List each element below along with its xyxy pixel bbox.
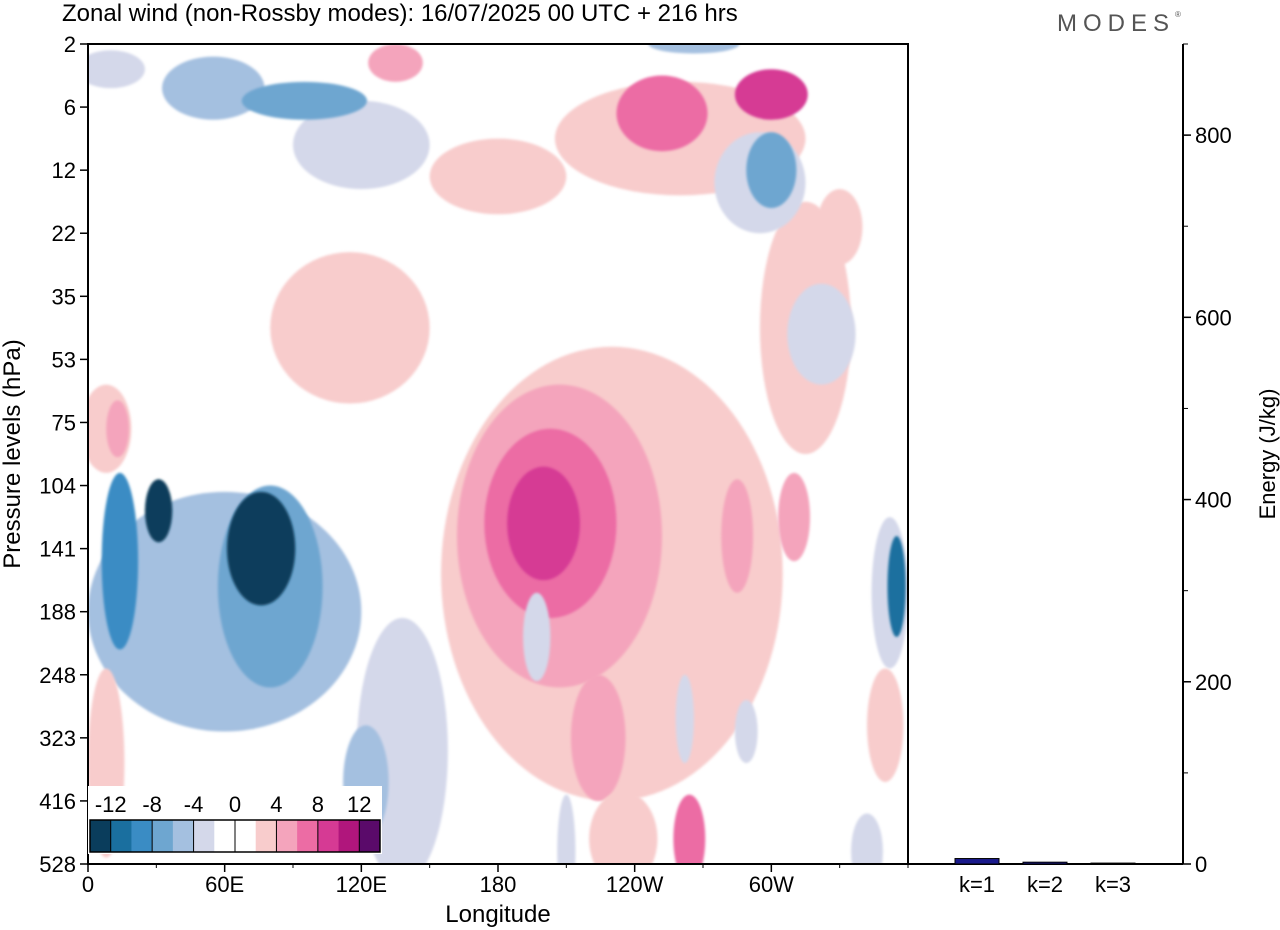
y-tick-label: 323 — [39, 726, 76, 751]
chart-title: Zonal wind (non-Rossby modes): 16/07/202… — [62, 0, 738, 27]
y-axis: 2 6 12 22 35 53 75 104 141 188 248 323 416 528 — [39, 32, 88, 877]
colorbar-swatch — [359, 820, 381, 852]
energy-bar — [1022, 861, 1068, 865]
x-tick-label: 120E — [336, 872, 387, 897]
colorbar-swatch — [193, 820, 215, 852]
contour-region — [101, 472, 139, 650]
colorbar-swatch — [297, 820, 319, 852]
contour-region — [162, 56, 265, 120]
colorbar-swatch — [110, 820, 132, 852]
y-tick-label: 188 — [39, 600, 76, 625]
y-tick-label: 75 — [52, 410, 76, 435]
colorbar-swatch — [317, 820, 340, 852]
x-axis-label: Longitude — [445, 901, 550, 928]
contour-region — [721, 479, 754, 593]
contour-region — [523, 592, 551, 682]
energy-bar — [1090, 862, 1136, 865]
colorbar-swatch — [152, 820, 174, 852]
contour-region — [887, 536, 906, 637]
y-tick-label: 141 — [39, 537, 76, 562]
y-tick-label: 12 — [52, 158, 76, 183]
contour-region — [589, 791, 658, 864]
colorbar-label: 12 — [347, 792, 371, 817]
energy-tick-label: 0 — [1195, 852, 1207, 877]
energy-axis: 0 200 400 600 800 — [1183, 43, 1232, 877]
x-tick-label: 0 — [82, 872, 94, 897]
colorbar-swatch — [172, 820, 195, 852]
contour-region — [507, 466, 580, 581]
contour-region — [270, 252, 430, 404]
energy-tick-label: 200 — [1195, 670, 1232, 695]
y-tick-label: 22 — [52, 221, 76, 246]
brand-logo: MODES® — [1057, 10, 1181, 38]
energy-bar-label: k=2 — [1027, 872, 1063, 897]
energy-bar — [954, 858, 1000, 865]
colorbar: -12 -8 -4 0 4 8 12 — [88, 786, 382, 854]
colorbar-label: -4 — [184, 792, 204, 817]
contour-region — [778, 472, 811, 562]
contour-region — [293, 100, 430, 190]
heatmap-layer — [88, 44, 908, 864]
colorbar-label: 4 — [270, 792, 282, 817]
brand-name: MODES — [1057, 10, 1176, 37]
colorbar-swatch — [235, 820, 257, 852]
x-tick-label: 180 — [480, 872, 517, 897]
contour-region — [368, 44, 423, 82]
contour-region — [616, 75, 708, 152]
brand-mark: ® — [1175, 10, 1181, 19]
energy-tick-label: 600 — [1195, 305, 1232, 330]
colorbar-swatch — [276, 820, 298, 852]
contour-region — [734, 69, 808, 120]
x-tick-label: 60W — [749, 872, 794, 897]
colorbar-swatch — [131, 820, 153, 852]
contour-region — [673, 794, 706, 864]
energy-tick-label: 800 — [1195, 123, 1232, 148]
y-tick-label: 2 — [64, 32, 76, 57]
colorbar-label: 8 — [312, 792, 324, 817]
contour-region — [106, 400, 129, 458]
y-axis-label: Pressure levels (hPa) — [0, 339, 26, 568]
energy-tick-label: 400 — [1195, 488, 1232, 513]
contour-region — [734, 700, 758, 764]
energy-bar-chart: k=1 k=2 k=3 — [954, 858, 1136, 897]
colorbar-swatch — [338, 820, 360, 852]
contour-region — [570, 674, 626, 801]
contour-region — [88, 50, 145, 89]
x-axis: 0 60E 120E 180 120W 60W — [82, 864, 909, 897]
colorbar-label: 0 — [229, 792, 241, 817]
contour-region — [787, 283, 856, 385]
colorbar-label: -12 — [95, 792, 127, 817]
energy-bar-label: k=1 — [959, 872, 995, 897]
y-tick-label: 53 — [52, 347, 76, 372]
contour-region — [675, 674, 694, 764]
contour-region — [144, 479, 173, 543]
contour-region — [746, 132, 797, 208]
y-tick-label: 528 — [39, 852, 76, 877]
energy-bar-label: k=3 — [1095, 872, 1131, 897]
contour-region — [429, 138, 567, 215]
colorbar-swatch — [255, 820, 277, 852]
colorbar-swatch — [90, 820, 112, 852]
y-tick-label: 35 — [52, 284, 76, 309]
y-tick-label: 104 — [39, 474, 76, 499]
contour-region — [851, 813, 883, 864]
y-tick-label: 6 — [64, 95, 76, 120]
x-tick-label: 60E — [205, 872, 244, 897]
contour-region — [867, 668, 904, 782]
colorbar-swatch — [214, 820, 236, 852]
y-tick-label: 248 — [39, 663, 76, 688]
x-tick-label: 120W — [606, 872, 664, 897]
contour-region — [226, 491, 296, 606]
contour-region — [241, 81, 368, 120]
contour-region — [557, 794, 576, 864]
contour-region — [648, 44, 740, 54]
y-tick-label: 416 — [39, 789, 76, 814]
colorbar-label: -8 — [142, 792, 162, 817]
energy-axis-label: Energy (J/kg) — [1255, 389, 1280, 520]
contour-region — [816, 189, 863, 265]
